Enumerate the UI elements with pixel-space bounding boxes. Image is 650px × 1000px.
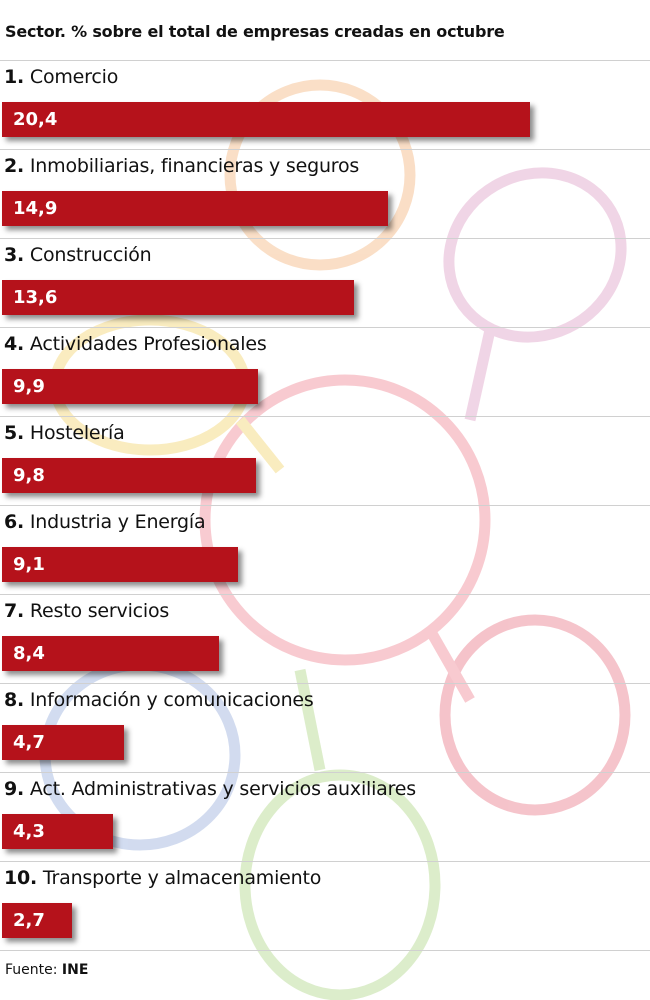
bar-value-label: 9,9 — [13, 376, 45, 397]
category-name: Construcción — [24, 244, 152, 266]
decorative-pink-ring — [443, 167, 627, 343]
category-name: Información y comunicaciones — [24, 689, 314, 711]
category-name: Transporte y almacenamiento — [37, 867, 322, 889]
bar: 2,7 — [2, 903, 72, 938]
bar-value-label: 20,4 — [13, 109, 58, 130]
bar: 9,1 — [2, 547, 238, 582]
bar: 20,4 — [2, 102, 530, 137]
bar-row: 5. Hostelería 9,8 — [0, 417, 650, 506]
bar-row: 10. Transporte y almacenamiento 2,7 — [0, 862, 650, 951]
category-label: 6. Industria y Energía — [4, 511, 206, 533]
category-rank: 5. — [4, 422, 25, 444]
category-label: 2. Inmobiliarias, financieras y seguros — [4, 155, 359, 177]
category-rank: 10. — [4, 867, 38, 889]
category-label: 8. Información y comunicaciones — [4, 689, 314, 711]
source-note: Fuente: INE — [5, 962, 88, 978]
category-name: Industria y Energía — [24, 511, 206, 533]
bar-value-label: 4,7 — [13, 732, 45, 753]
bar-value-label: 9,1 — [13, 554, 45, 575]
bar-value-label: 4,3 — [13, 821, 45, 842]
category-rank: 8. — [4, 689, 25, 711]
bar-value-label: 13,6 — [13, 287, 58, 308]
bar: 8,4 — [2, 636, 219, 671]
category-name: Comercio — [24, 66, 119, 88]
bar-row: 3. Construcción 13,6 — [0, 239, 650, 328]
category-label: 9. Act. Administrativas y servicios auxi… — [4, 778, 416, 800]
bar: 4,7 — [2, 725, 124, 760]
category-rank: 7. — [4, 600, 25, 622]
bar: 13,6 — [2, 280, 354, 315]
category-name: Hostelería — [24, 422, 125, 444]
category-name: Inmobiliarias, financieras y seguros — [24, 155, 360, 177]
decorative-arrow — [235, 416, 285, 474]
bar-row: 2. Inmobiliarias, financieras y seguros 1… — [0, 150, 650, 239]
category-name: Resto servicios — [24, 600, 170, 622]
source-label: Fuente: — [5, 962, 58, 978]
bar-row: 6. Industria y Energía 9,1 — [0, 506, 650, 595]
category-name: Act. Administrativas y servicios auxilia… — [24, 778, 417, 800]
category-label: 10. Transporte y almacenamiento — [4, 867, 321, 889]
decorative-green-ring — [239, 769, 441, 1000]
category-label: 4. Actividades Profesionales — [4, 333, 267, 355]
decorative-arrow — [464, 328, 496, 422]
bar-value-label: 2,7 — [13, 910, 45, 931]
source-name: INE — [61, 962, 89, 978]
decorative-red-ring — [199, 374, 491, 666]
category-rank: 3. — [4, 244, 25, 266]
bar-row: 7. Resto servicios 8,4 — [0, 595, 650, 684]
bar-row: 9. Act. Administrativas y servicios auxi… — [0, 773, 650, 862]
bar: 4,3 — [2, 814, 113, 849]
category-label: 5. Hostelería — [4, 422, 125, 444]
bar-value-label: 14,9 — [13, 198, 58, 219]
bar-value-label: 9,8 — [13, 465, 45, 486]
bar-row: 8. Información y comunicaciones 4,7 — [0, 684, 650, 773]
category-label: 7. Resto servicios — [4, 600, 169, 622]
category-label: 3. Construcción — [4, 244, 152, 266]
bar: 14,9 — [2, 191, 388, 226]
bar-value-label: 8,4 — [13, 643, 45, 664]
bar: 9,9 — [2, 369, 258, 404]
decorative-arrow — [425, 627, 475, 703]
category-rank: 1. — [4, 66, 25, 88]
decorative-arrow — [294, 668, 326, 772]
category-rank: 2. — [4, 155, 25, 177]
category-label: 1. Comercio — [4, 66, 118, 88]
decorative-orange-ring — [224, 79, 416, 271]
chart-title: Sector. % sobre el total de empresas cre… — [5, 22, 505, 41]
bar-row: 4. Actividades Profesionales 9,9 — [0, 328, 650, 417]
category-rank: 4. — [4, 333, 25, 355]
category-name: Actividades Profesionales — [24, 333, 267, 355]
category-rank: 6. — [4, 511, 25, 533]
bar-row: 1. Comercio 20,4 — [0, 61, 650, 150]
category-rank: 9. — [4, 778, 25, 800]
decorative-red-ring-small — [439, 614, 631, 816]
bar: 9,8 — [2, 458, 256, 493]
divider — [0, 60, 650, 61]
